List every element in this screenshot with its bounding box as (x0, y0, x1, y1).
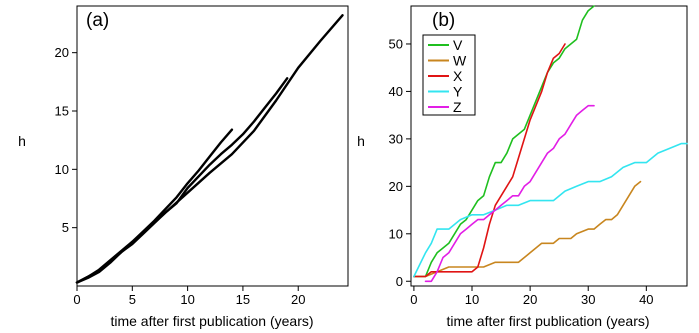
y-tick-label: 30 (389, 131, 403, 146)
y-tick-label: 5 (62, 220, 69, 235)
legend-label-v: V (453, 37, 463, 53)
x-tick-label: 0 (410, 292, 417, 307)
panel-a: 0 5 10 15 20 5 10 15 20 (a) time after first pu… (18, 5, 349, 329)
x-tick-label: 40 (639, 292, 653, 307)
series-line-y (413, 142, 688, 278)
x-axis-label-a: time after first publication (years) (110, 313, 313, 329)
y-tick-label: 20 (55, 45, 69, 60)
panel-b: 0 10 20 30 40 0 10 20 30 40 50 (b) time after fir… (357, 5, 688, 329)
x-axis-a: 0 5 10 15 20 (73, 286, 305, 307)
series-line-x (413, 43, 566, 278)
plot-frame-a (76, 5, 349, 287)
y-axis-a: 5 10 15 20 (55, 45, 77, 235)
x-tick-label: 20 (523, 292, 537, 307)
legend-label-z: Z (453, 99, 462, 115)
y-tick-label: 15 (55, 104, 69, 119)
x-tick-label: 20 (291, 292, 305, 307)
x-tick-label: 5 (129, 292, 136, 307)
x-axis-label-b: time after first publication (years) (446, 313, 649, 329)
legend-label-y: Y (453, 84, 463, 100)
series-line-2 (75, 14, 344, 284)
plot-frame-b (410, 5, 688, 287)
y-tick-label: 20 (389, 179, 403, 194)
y-axis-label-a: h (18, 133, 26, 149)
x-tick-label: 0 (73, 292, 80, 307)
series-line-w (413, 180, 642, 278)
series-layer-b (413, 5, 688, 283)
y-tick-label: 10 (55, 162, 69, 177)
legend-label-x: X (453, 68, 463, 84)
series-layer-a (75, 14, 344, 284)
y-axis-b: 0 10 20 30 40 50 (389, 36, 411, 289)
series-line-1 (75, 128, 234, 284)
y-tick-label: 40 (389, 84, 403, 99)
series-line-v (413, 5, 595, 278)
legend-label-w: W (453, 53, 467, 69)
panel-label-b: (b) (432, 10, 455, 31)
y-tick-label: 10 (389, 226, 403, 241)
x-tick-label: 10 (180, 292, 194, 307)
panel-label-a: (a) (86, 10, 109, 31)
x-axis-b: 0 10 20 30 40 (410, 286, 654, 307)
y-tick-label: 50 (389, 36, 403, 51)
y-axis-label-b: h (357, 133, 365, 149)
series-line-3 (75, 77, 289, 284)
x-tick-label: 15 (236, 292, 250, 307)
series-line-z (424, 104, 595, 283)
y-tick-label: 0 (396, 274, 403, 289)
x-tick-label: 30 (581, 292, 595, 307)
x-tick-label: 10 (465, 292, 479, 307)
